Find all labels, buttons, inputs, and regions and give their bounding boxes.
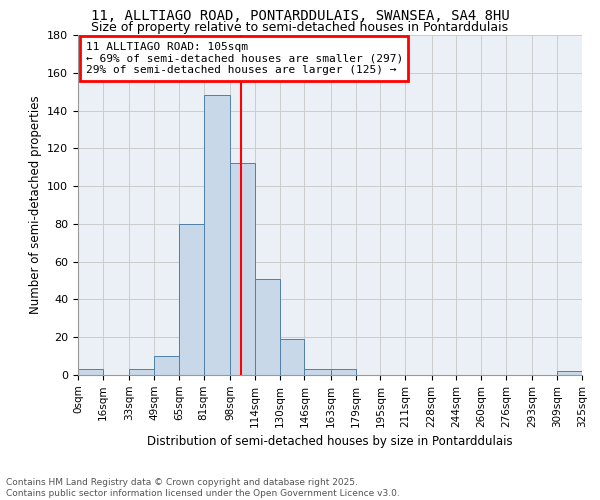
Bar	[179, 224, 203, 375]
Bar	[280, 339, 304, 375]
Bar	[203, 96, 230, 375]
Bar	[230, 164, 255, 375]
Text: Contains HM Land Registry data © Crown copyright and database right 2025.
Contai: Contains HM Land Registry data © Crown c…	[6, 478, 400, 498]
Bar	[154, 356, 179, 375]
Bar	[331, 370, 356, 375]
X-axis label: Distribution of semi-detached houses by size in Pontarddulais: Distribution of semi-detached houses by …	[147, 435, 513, 448]
Bar	[129, 370, 154, 375]
Bar	[78, 370, 103, 375]
Text: Size of property relative to semi-detached houses in Pontarddulais: Size of property relative to semi-detach…	[91, 21, 509, 34]
Bar	[557, 371, 582, 375]
Text: 11 ALLTIAGO ROAD: 105sqm
← 69% of semi-detached houses are smaller (297)
29% of : 11 ALLTIAGO ROAD: 105sqm ← 69% of semi-d…	[86, 42, 403, 75]
Bar	[304, 370, 331, 375]
Text: 11, ALLTIAGO ROAD, PONTARDDULAIS, SWANSEA, SA4 8HU: 11, ALLTIAGO ROAD, PONTARDDULAIS, SWANSE…	[91, 9, 509, 23]
Bar	[255, 278, 280, 375]
Y-axis label: Number of semi-detached properties: Number of semi-detached properties	[29, 96, 41, 314]
